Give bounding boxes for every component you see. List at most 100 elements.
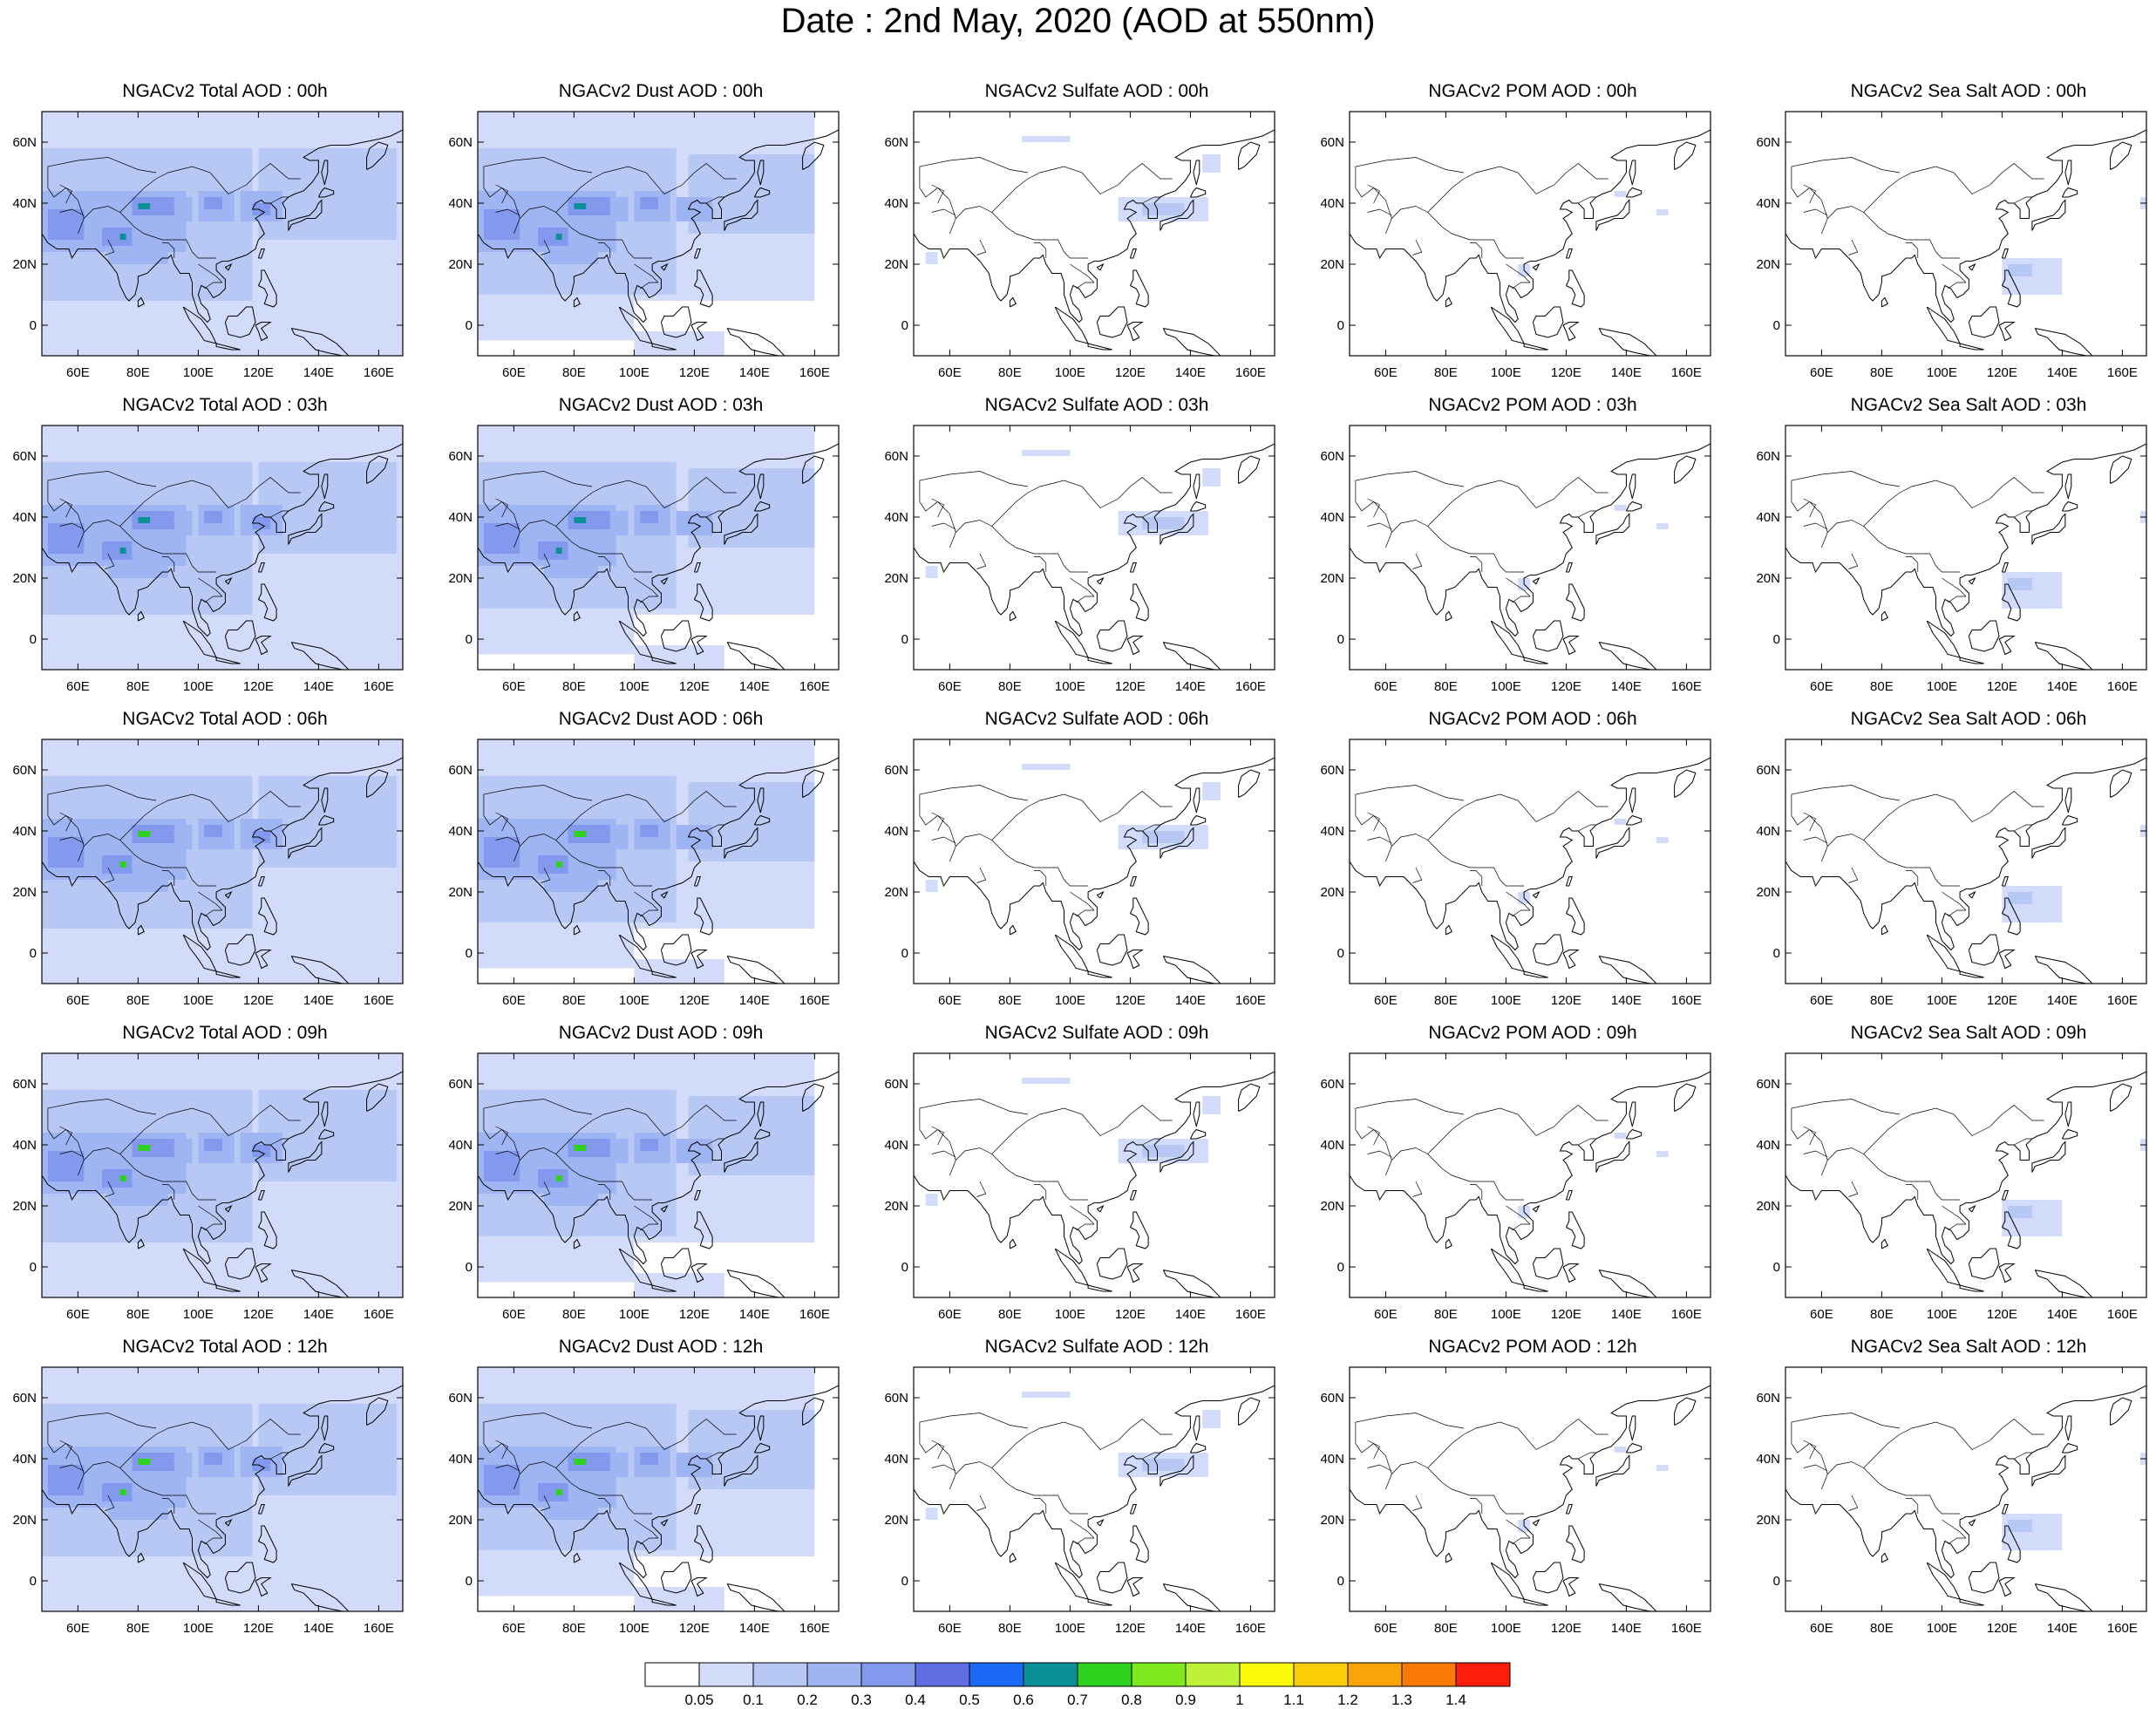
- coastline: [2034, 642, 2093, 670]
- aod-cell: [640, 197, 658, 209]
- lat-tick-label: 0: [901, 1574, 908, 1589]
- lat-tick-label: 60N: [448, 763, 473, 778]
- country-border: [1906, 1498, 1919, 1514]
- aod-field: [42, 739, 403, 984]
- coastline: [321, 473, 329, 500]
- coastline: [257, 583, 277, 622]
- plot-frame: [913, 425, 1275, 671]
- country-border: [198, 263, 223, 283]
- country-border: [1948, 909, 1966, 917]
- country-border: [931, 522, 956, 530]
- lon-tick-label: 120E: [1115, 679, 1146, 694]
- coastline: [366, 1083, 389, 1112]
- coastline: [1162, 1270, 1221, 1297]
- coastline: [690, 322, 708, 342]
- lon-tick-label: 160E: [364, 679, 394, 694]
- aod-cell: [574, 517, 587, 523]
- coastline: [1532, 1518, 1540, 1527]
- lon-tick-label: 140E: [2047, 365, 2078, 380]
- aod-cell: [568, 197, 610, 215]
- coastline: [1162, 956, 1221, 984]
- coastline: [1009, 924, 1017, 936]
- lat-tick-label: 60N: [1320, 449, 1344, 464]
- lat-tick-label: 20N: [1756, 1199, 1780, 1214]
- country-border: [634, 1205, 659, 1225]
- coastline: [1881, 1552, 1888, 1563]
- coastline: [693, 1504, 701, 1515]
- map-panel-sulfate-2: NGACv2 Sulfate AOD : 06h 60E 80E 100E 120E 14…: [872, 708, 1308, 1008]
- aod-cell: [47, 523, 85, 554]
- country-border: [204, 282, 222, 289]
- country-border: [78, 206, 217, 259]
- aod-cell: [634, 1587, 724, 1611]
- lon-tick-label: 60E: [1374, 993, 1398, 1008]
- coastline: [1162, 642, 1221, 670]
- country-border: [59, 1126, 72, 1146]
- country-border: [1355, 785, 1465, 847]
- country-border: [1070, 1205, 1095, 1225]
- lon-tick-label: 80E: [998, 679, 1022, 694]
- country-border: [1791, 1413, 1901, 1474]
- aod-field: [42, 1367, 403, 1611]
- aod-field: [914, 1053, 1275, 1297]
- lat-tick-label: 20N: [1320, 1199, 1344, 1214]
- country-border: [931, 1150, 956, 1158]
- lat-tick-label: 20N: [1756, 1513, 1780, 1528]
- plot-frame: [1349, 739, 1711, 984]
- panel-title: NGACv2 Dust AOD : 00h: [558, 81, 764, 101]
- lon-tick-label: 120E: [1115, 993, 1146, 1008]
- aod-cell: [688, 1096, 815, 1175]
- aod-cell: [2008, 264, 2032, 276]
- coastline: [2064, 1101, 2072, 1127]
- lon-tick-label: 140E: [1611, 365, 1642, 380]
- country-border: [59, 1440, 72, 1460]
- country-border: [640, 1223, 658, 1231]
- map-plot: 60E 80E 100E 120E 140E 160E 60N 40N 20N 0: [884, 739, 1275, 1008]
- lon-tick-label: 60E: [1374, 1621, 1398, 1636]
- plot-frame: [1785, 739, 2147, 984]
- lon-tick-label: 120E: [243, 1307, 274, 1322]
- lon-tick-label: 80E: [998, 365, 1022, 380]
- lon-tick-label: 80E: [998, 1621, 1022, 1636]
- coastline: [1881, 924, 1888, 936]
- colorbar-swatch: [1131, 1662, 1187, 1687]
- coastline: [1126, 950, 1144, 970]
- country-border: [270, 510, 289, 518]
- lon-tick-label: 160E: [1671, 1621, 1702, 1636]
- country-border: [47, 785, 157, 847]
- map-panel-dust-3: NGACv2 Dust AOD : 09h 60E 80E 100E 120E 140E 1…: [436, 1022, 872, 1322]
- lon-tick-label: 80E: [1434, 1307, 1458, 1322]
- lon-tick-label: 120E: [1551, 679, 1581, 694]
- country-border: [495, 522, 520, 530]
- country-border: [706, 196, 724, 204]
- coastline: [321, 1415, 329, 1441]
- country-border: [1863, 1105, 2044, 1154]
- coastline: [257, 1504, 265, 1515]
- coastline: [1096, 620, 1128, 652]
- coastline: [724, 199, 758, 231]
- country-border: [1355, 1413, 1465, 1474]
- aod-field: [1785, 739, 2146, 984]
- colorbar-swatch: [752, 1662, 808, 1687]
- lat-tick-label: 40N: [448, 824, 473, 839]
- aod-field: [478, 1367, 839, 1611]
- lat-tick-label: 0: [466, 946, 473, 961]
- lon-tick-label: 100E: [1055, 679, 1085, 694]
- lon-tick-label: 60E: [502, 679, 526, 694]
- country-border: [1367, 208, 1392, 216]
- lat-tick-label: 20N: [884, 1513, 908, 1528]
- country-border: [555, 1419, 737, 1468]
- plot-frame: [913, 1366, 1275, 1612]
- coastline: [1959, 1284, 1984, 1292]
- aod-cell: [138, 1459, 151, 1465]
- country-border: [598, 242, 611, 258]
- lon-tick-label: 100E: [183, 365, 214, 380]
- aod-cell: [252, 517, 271, 529]
- coastline: [255, 1577, 272, 1597]
- coastline: [257, 1190, 265, 1201]
- lon-tick-label: 80E: [1870, 1621, 1894, 1636]
- lat-tick-label: 60N: [884, 449, 908, 464]
- plot-frame: [41, 425, 404, 671]
- country-border: [1906, 1184, 1919, 1200]
- country-border: [1142, 824, 1160, 832]
